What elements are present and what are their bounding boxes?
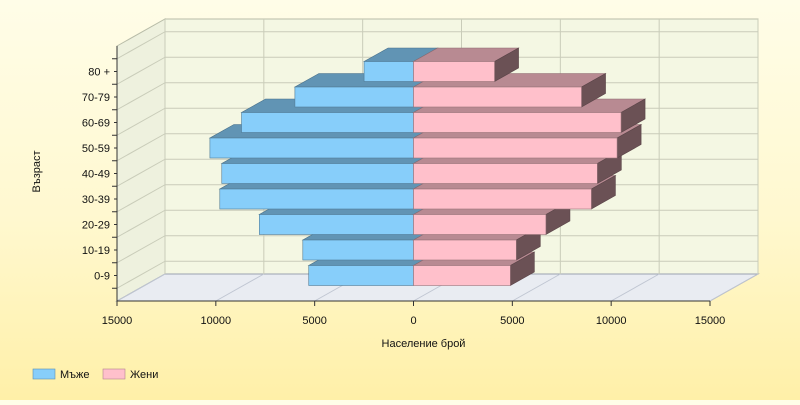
y-tick-label: 70-79 <box>82 92 110 104</box>
legend-label-0: Мъже <box>60 369 90 381</box>
legend-swatch-1 <box>102 368 126 380</box>
side-grid-line <box>116 158 166 187</box>
side-grid-line <box>116 56 166 85</box>
floor-grid-line <box>610 273 660 302</box>
x-tick-label: 5000 <box>302 315 326 327</box>
bar-female-7-front-face <box>413 86 582 108</box>
bar-male-5-front-face <box>209 137 414 159</box>
y-tick-label: 30-39 <box>82 194 110 206</box>
side-grid-line <box>116 107 166 136</box>
x-tick-label: 15000 <box>102 315 133 327</box>
side-grid-line <box>116 133 166 162</box>
y-tick-label: 80 + <box>88 67 110 79</box>
side-grid-line <box>116 82 166 111</box>
floor-grid-line <box>215 273 265 302</box>
bar-female-3-front-face <box>413 188 592 210</box>
legend-label-1: Жени <box>130 369 158 381</box>
floor-grid-line <box>116 273 166 302</box>
y-tick-label: 50-59 <box>82 143 110 155</box>
bar-male-2-front-face <box>259 214 414 235</box>
y-tick-label: 20-29 <box>82 220 110 232</box>
side-grid-line <box>116 184 166 213</box>
side-grid-line <box>116 260 166 289</box>
x-tick-label: 10000 <box>596 315 627 327</box>
bar-female-4-front-face <box>413 163 598 184</box>
bar-male-0-front-face <box>308 265 414 286</box>
x-tick-label: 10000 <box>201 315 232 327</box>
side-grid-line <box>116 235 166 264</box>
x-tick-label: 15000 <box>695 315 726 327</box>
x-axis-title: Население брой <box>382 338 466 350</box>
legend-swatch-0 <box>32 368 56 380</box>
x-tick-label: 0 <box>410 315 416 327</box>
bar-female-8 <box>412 47 520 83</box>
bar-male-7-front-face <box>294 86 414 108</box>
bar-female-1-front-face <box>413 239 517 261</box>
bar-female-8-front-face <box>413 61 495 82</box>
y-tick-label: 40-49 <box>82 169 110 181</box>
y-tick-label: 10-19 <box>82 245 110 257</box>
side-grid-line <box>116 209 166 238</box>
bar-male-8-front-face <box>363 61 414 82</box>
floor-grid-line <box>709 273 759 302</box>
bar-female-5-front-face <box>413 137 618 159</box>
bar-male-4-front-face <box>221 163 414 184</box>
x-tick-label: 5000 <box>500 315 524 327</box>
bar-female-6-front-face <box>413 112 622 133</box>
bar-male-6-front-face <box>241 112 414 133</box>
floor-grid-line <box>512 273 561 302</box>
y-tick-label: 0-9 <box>94 271 110 283</box>
y-axis-title: Възраст <box>31 150 43 192</box>
bar-male-3-front-face <box>219 188 414 210</box>
bar-male-1-front-face <box>302 239 414 261</box>
y-tick-label: 60-69 <box>82 118 110 130</box>
bar-female-2-front-face <box>413 214 547 235</box>
side-grid-line <box>116 31 166 60</box>
bar-female-0-front-face <box>413 265 511 286</box>
